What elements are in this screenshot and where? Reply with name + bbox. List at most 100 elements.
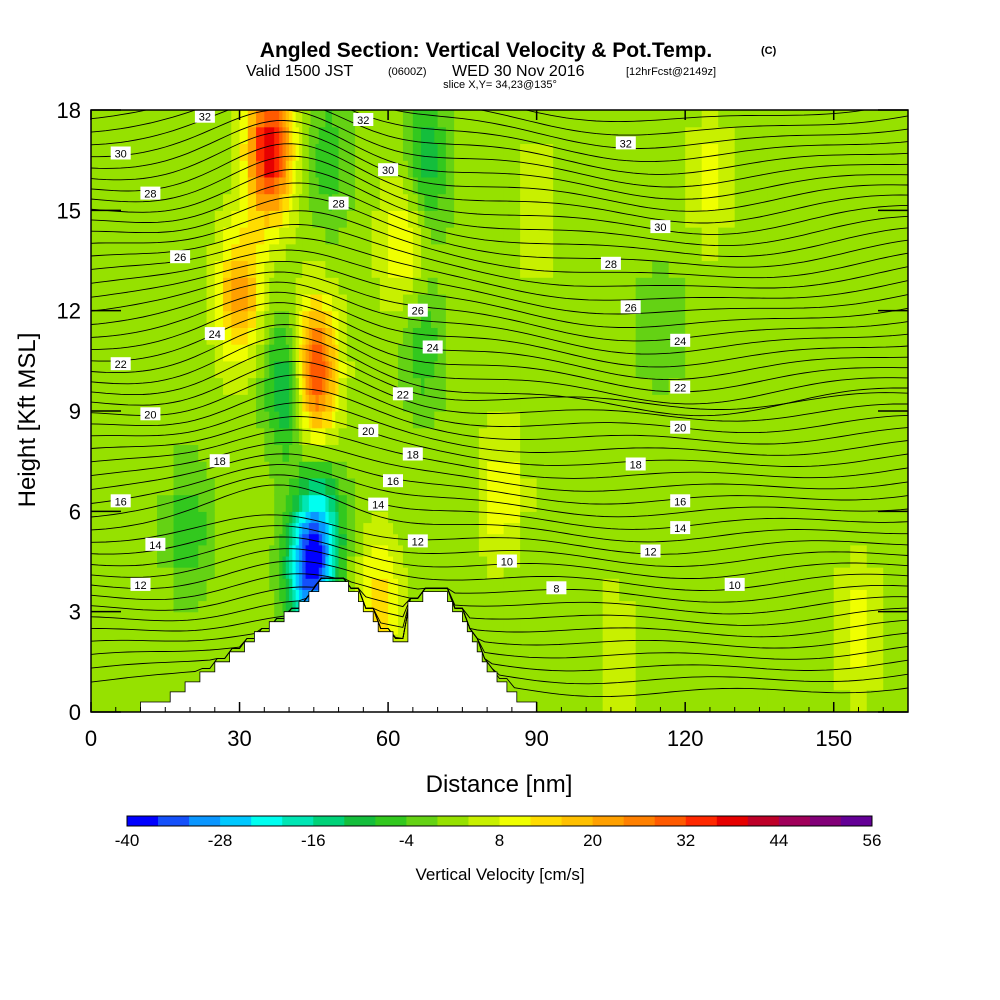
velocity-cell [315,360,318,379]
velocity-cell [315,522,318,535]
velocity-cell [328,227,333,245]
velocity-cell [140,327,158,345]
velocity-cell [569,622,587,635]
velocity-cell [279,589,284,602]
isentrope-label-bg [640,544,661,558]
velocity-cell [198,176,208,195]
velocity-cell [107,589,125,602]
velocity-cell [393,411,399,429]
velocity-cell [206,511,216,524]
velocity-cell [91,310,109,328]
velocity-cell [239,243,249,262]
velocity-cell [635,327,653,345]
velocity-cell [402,126,409,145]
isentrope-label-bg [546,581,567,595]
velocity-cell [325,344,330,362]
velocity-cell [331,555,336,568]
velocity-cell [478,544,488,557]
velocity-cell [470,622,480,635]
velocity-cell [520,126,538,145]
velocity-cell [289,600,293,613]
velocity-cell [190,544,199,557]
velocity-cell [338,427,348,446]
velocity-cell [302,427,307,446]
velocity-cell [427,444,432,462]
velocity-cell [553,600,571,613]
velocity-cell [402,427,409,446]
velocity-cell [685,394,703,412]
velocity-cell [454,260,463,278]
isentrope-label: 18 [625,457,646,472]
velocity-cell [445,143,455,161]
velocity-cell [478,611,488,624]
velocity-cell [619,193,637,211]
velocity-cell [124,327,142,345]
velocity-cell [335,377,340,395]
velocity-cell [317,533,320,546]
velocity-cell [899,567,908,579]
velocity-cell [417,293,422,312]
velocity-cell [247,310,257,328]
velocity-cell [891,533,901,546]
velocity-cell [800,567,818,579]
velocity-cell [520,277,538,295]
velocity-cell [701,110,719,128]
velocity-cell [239,360,249,379]
velocity-cell [223,533,232,546]
velocity-cell [751,522,769,535]
velocity-cell [424,578,429,590]
velocity-cell [269,243,275,262]
velocity-cell [292,411,297,429]
velocity-cell [231,344,241,362]
velocity-cell [308,210,312,228]
isentrope-line [91,441,908,492]
velocity-cell [256,176,265,195]
velocity-cell [635,110,653,128]
velocity-cell [274,511,280,524]
velocity-cell [206,461,216,479]
velocity-cell [437,494,447,512]
velocity-cell [536,243,554,262]
velocity-cell [431,511,435,524]
velocity-cell [393,243,399,262]
velocity-cell [800,544,818,557]
velocity-cell [157,210,175,228]
velocity-cell [206,126,216,145]
velocity-cell [412,110,419,128]
velocity-cell [282,126,287,145]
velocity-cell [850,344,868,362]
velocity-cell [462,522,472,535]
velocity-cell [503,533,521,546]
velocity-cell [292,327,297,345]
velocity-cell [190,555,199,568]
velocity-cell [388,394,394,412]
velocity-cell [274,210,280,228]
velocity-cell [652,461,670,479]
velocity-cell [256,427,265,446]
velocity-cell [247,210,257,228]
velocity-cell [214,544,224,557]
isentrope-label-bg [194,110,215,123]
velocity-cell [124,645,142,669]
velocity-cell [274,494,280,512]
velocity-cell [891,689,901,712]
velocity-cell [206,176,216,195]
velocity-cell [817,210,835,228]
velocity-cell [866,689,884,712]
isentrope-label-bg [615,136,636,150]
isentrope-line [91,291,908,368]
velocity-cell [247,277,257,295]
velocity-cell [310,293,313,312]
velocity-cell [335,160,340,178]
velocity-cell [402,600,409,613]
velocity-cell [239,110,249,128]
velocity-cell [800,176,818,195]
velocity-cell [214,126,224,145]
velocity-cell [140,110,158,128]
velocity-cell [503,633,521,646]
velocity-cell [285,578,290,590]
velocity-cell [231,444,241,462]
velocity-cell [295,578,300,590]
velocity-cell [310,444,313,462]
velocity-cell [734,243,752,262]
